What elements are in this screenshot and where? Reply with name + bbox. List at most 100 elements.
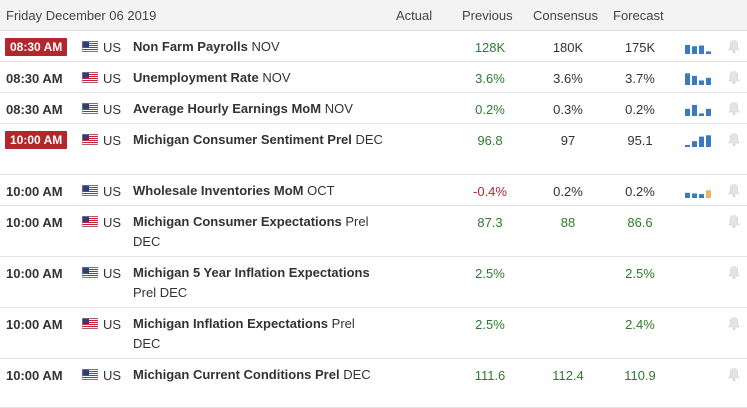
event-time: 10:00 AM <box>6 215 63 230</box>
event-forecast: 0.2% <box>625 184 655 199</box>
mini-history-chart[interactable] <box>685 40 715 54</box>
event-row[interactable]: 08:30 AM US Non Farm Payrolls NOV 128K 180K 1… <box>0 31 747 62</box>
header-actual: Actual <box>396 8 433 23</box>
event-previous: -0.4% <box>473 184 507 199</box>
us-flag-icon <box>82 103 98 114</box>
event-row[interactable]: 08:30 AM US Unemployment Rate NOV 3.6% 3.6% 3… <box>0 62 747 93</box>
event-name: Average Hourly Earnings MoM <box>133 101 322 116</box>
event-name: Wholesale Inventories MoM <box>133 183 304 198</box>
event-consensus: 97 <box>560 133 576 148</box>
history-bar <box>692 104 697 116</box>
header-date: Friday December 06 2019 <box>6 8 157 23</box>
event-consensus: 0.2% <box>553 184 583 199</box>
history-bar <box>699 194 704 198</box>
event-country: US <box>103 40 122 55</box>
event-forecast: 175K <box>624 40 656 55</box>
us-flag-icon <box>82 216 98 227</box>
event-period: Prel DEC <box>133 214 369 249</box>
event-name: Unemployment Rate <box>133 70 259 85</box>
event-consensus: 0.3% <box>553 102 583 117</box>
event-forecast: 110.9 <box>624 368 656 383</box>
event-previous: 111.6 <box>474 368 506 383</box>
event-time: 10:00 AM <box>6 317 63 332</box>
bell-icon[interactable] <box>727 183 741 198</box>
event-period: NOV <box>262 70 291 85</box>
event-row[interactable]: 10:00 AM US Michigan Current Conditions Pr… <box>0 359 747 408</box>
event-previous: 2.5% <box>475 266 505 281</box>
event-previous: 96.8 <box>477 133 503 148</box>
event-row[interactable]: 10:00 AM US Michigan Consumer Expectations… <box>0 206 747 257</box>
event-previous: 87.3 <box>477 215 503 230</box>
header-previous: Previous <box>462 8 513 23</box>
calendar-header: Friday December 06 2019 Actual Previous … <box>0 0 747 31</box>
event-name-link[interactable]: Average Hourly Earnings MoM NOV <box>133 99 383 119</box>
header-consensus: Consensus <box>533 8 599 23</box>
event-name-link[interactable]: Unemployment Rate NOV <box>133 68 383 88</box>
event-consensus: 3.6% <box>553 71 583 86</box>
event-name: Michigan Consumer Expectations <box>133 214 342 229</box>
event-period: Prel DEC <box>133 316 355 351</box>
event-country: US <box>103 368 122 383</box>
us-flag-icon <box>82 185 98 196</box>
event-row[interactable]: 08:30 AM US Average Hourly Earnings MoM NO… <box>0 93 747 124</box>
bell-icon[interactable] <box>727 265 741 280</box>
event-name-link[interactable]: Michigan Consumer Sentiment Prel DEC <box>133 130 383 150</box>
event-period: Prel DEC <box>133 285 188 300</box>
history-bar <box>706 135 711 147</box>
history-bar <box>706 51 711 54</box>
event-name-link[interactable]: Michigan 5 Year Inflation Expectations P… <box>133 263 383 303</box>
event-row[interactable]: 10:00 AM US Michigan Consumer Sentiment Pr… <box>0 124 747 175</box>
event-time: 10:00 AM <box>5 131 68 149</box>
bell-icon[interactable] <box>727 70 741 85</box>
history-bar <box>692 141 697 147</box>
us-flag-icon <box>82 267 98 278</box>
history-bar <box>699 136 704 147</box>
event-time: 10:00 AM <box>6 266 63 281</box>
event-time: 08:30 AM <box>6 71 63 86</box>
mini-history-chart[interactable] <box>685 71 715 85</box>
mini-history-chart[interactable] <box>685 102 715 116</box>
event-name-link[interactable]: Michigan Current Conditions Prel DEC <box>133 365 383 385</box>
event-country: US <box>103 71 122 86</box>
event-name: Non Farm Payrolls <box>133 39 248 54</box>
event-consensus: 88 <box>560 215 576 230</box>
mini-history-chart[interactable] <box>685 184 715 198</box>
event-row[interactable]: 10:00 AM US Michigan 5 Year Inflation Expe… <box>0 257 747 308</box>
event-country: US <box>103 184 122 199</box>
event-forecast: 95.1 <box>627 133 653 148</box>
us-flag-icon <box>82 72 98 83</box>
bell-icon[interactable] <box>727 316 741 331</box>
event-forecast: 0.2% <box>625 102 655 117</box>
history-bar <box>692 46 697 54</box>
event-country: US <box>103 317 122 332</box>
us-flag-icon <box>82 318 98 329</box>
bell-icon[interactable] <box>727 101 741 116</box>
event-row[interactable]: 10:00 AM US Wholesale Inventories MoM OCT -… <box>0 175 747 206</box>
bell-icon[interactable] <box>727 367 741 382</box>
history-bar <box>706 108 711 116</box>
bell-icon[interactable] <box>727 39 741 54</box>
history-bar <box>699 45 704 54</box>
event-previous: 128K <box>474 40 506 55</box>
event-period: OCT <box>307 183 335 198</box>
event-name-link[interactable]: Non Farm Payrolls NOV <box>133 37 383 57</box>
event-country: US <box>103 102 122 117</box>
event-time: 08:30 AM <box>6 102 63 117</box>
event-time: 10:00 AM <box>6 368 63 383</box>
event-period: DEC <box>355 132 383 147</box>
history-bar <box>685 73 690 85</box>
bell-icon[interactable] <box>727 132 741 147</box>
event-time: 10:00 AM <box>6 184 63 199</box>
event-name-link[interactable]: Wholesale Inventories MoM OCT <box>133 181 383 201</box>
history-bar <box>706 190 711 198</box>
event-name-link[interactable]: Michigan Consumer Expectations Prel DEC <box>133 212 383 252</box>
event-name: Michigan Consumer Sentiment Prel <box>133 132 352 147</box>
event-consensus: 112.4 <box>552 368 584 383</box>
event-name-link[interactable]: Michigan Inflation Expectations Prel DEC <box>133 314 383 354</box>
event-forecast: 3.7% <box>625 71 655 86</box>
bell-icon[interactable] <box>727 214 741 229</box>
event-country: US <box>103 133 122 148</box>
mini-history-chart[interactable] <box>685 133 715 147</box>
event-row[interactable]: 10:00 AM US Michigan Inflation Expectation… <box>0 308 747 359</box>
event-name: Michigan 5 Year Inflation Expectations <box>133 265 370 280</box>
